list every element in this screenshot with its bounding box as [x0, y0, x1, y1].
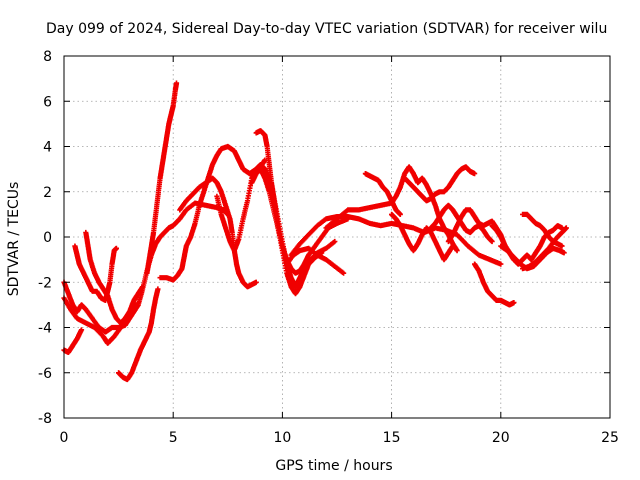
data-point-marks	[284, 245, 347, 276]
y-tick-label: 8	[43, 49, 52, 65]
y-tick-label: -4	[38, 321, 52, 337]
tick-labels: 0 5 10 15 20 25 -8 -6 -4 -2 0 2 4 6 8	[38, 49, 619, 446]
series-t7	[144, 80, 180, 276]
data-point-marks	[402, 164, 478, 204]
series-t18	[402, 164, 478, 204]
data-point-marks	[389, 211, 456, 263]
series-t11	[253, 128, 351, 276]
chart-title: Day 099 of 2024, Sidereal Day-to-day VTE…	[46, 21, 607, 37]
data-point-marks	[249, 166, 325, 297]
series-t15	[323, 164, 460, 254]
y-tick-label: 2	[43, 185, 52, 201]
x-axis-label: GPS time / hours	[275, 458, 392, 474]
y-tick-label: -2	[38, 275, 52, 291]
data-points	[61, 80, 569, 383]
series-t16	[362, 171, 403, 217]
series-t5	[83, 229, 146, 326]
series-t17	[389, 211, 456, 263]
data-point-marks	[61, 327, 85, 355]
grid	[64, 56, 610, 418]
axis-ticks	[63, 55, 611, 419]
x-tick-label: 15	[383, 430, 401, 446]
x-tick-label: 20	[492, 430, 510, 446]
series-t9	[177, 175, 259, 290]
data-point-marks	[253, 128, 351, 276]
x-tick-label: 0	[60, 430, 69, 446]
x-tick-label: 5	[169, 430, 178, 446]
y-tick-label: 0	[43, 230, 52, 246]
x-tick-label: 10	[273, 430, 291, 446]
series-t12	[249, 166, 325, 297]
data-point-marks	[83, 229, 146, 326]
x-tick-label: 25	[601, 430, 619, 446]
y-axis-label: SDTVAR / TECUs	[6, 182, 22, 297]
data-point-marks	[323, 164, 460, 254]
y-tick-label: -8	[38, 411, 52, 427]
series-t6	[116, 286, 161, 383]
series-t25	[520, 211, 565, 249]
y-tick-label: 4	[43, 140, 52, 156]
series-t21	[472, 261, 517, 308]
data-point-marks	[472, 261, 517, 308]
data-point-marks	[116, 286, 161, 383]
data-point-marks	[144, 80, 180, 276]
data-point-marks	[177, 175, 259, 290]
series-t14	[284, 245, 347, 276]
data-point-marks	[362, 171, 403, 217]
data-point-marks	[520, 211, 565, 249]
y-tick-label: 6	[43, 94, 52, 110]
y-tick-label: -6	[38, 366, 52, 382]
series-t4	[61, 327, 85, 355]
